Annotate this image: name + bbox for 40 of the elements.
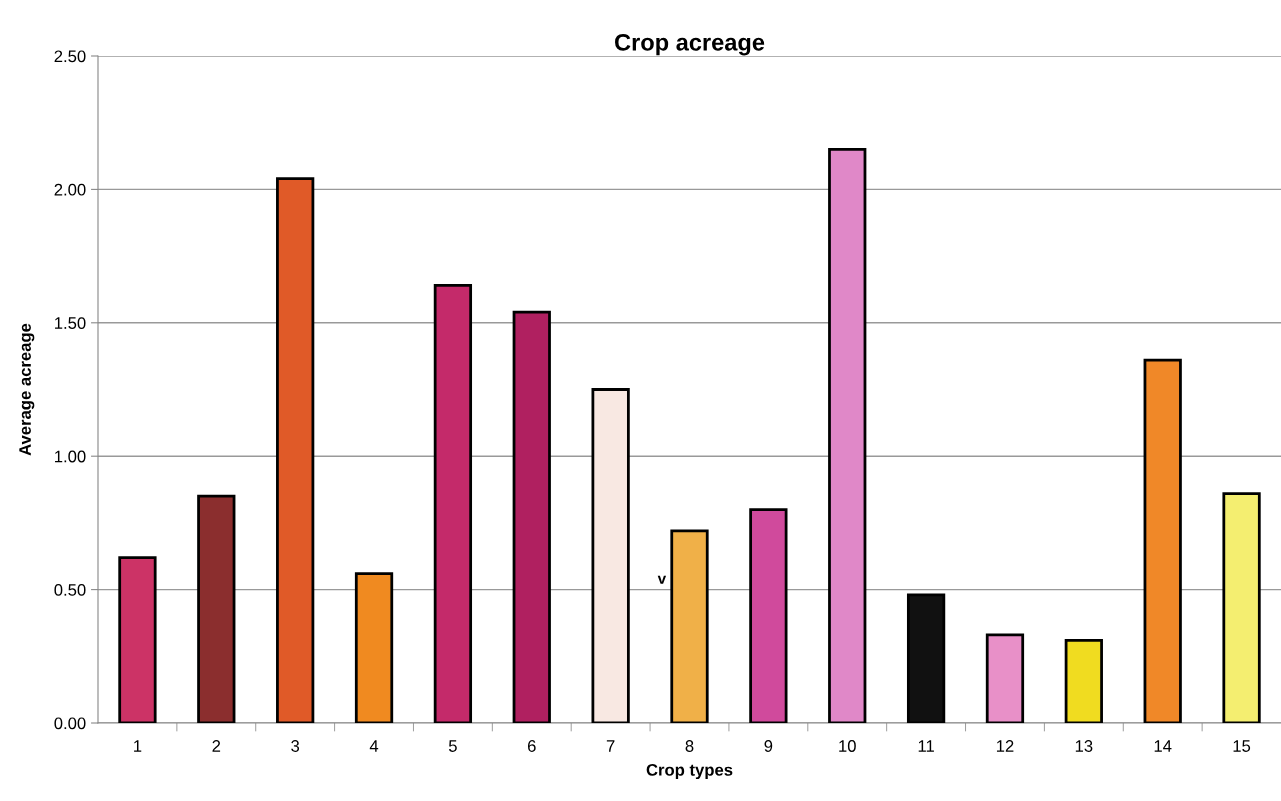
x-tick-label: 2 xyxy=(212,740,221,752)
bar xyxy=(985,633,1025,723)
x-tick-label: 14 xyxy=(1154,740,1172,752)
y-tick-label: 2.00 xyxy=(54,183,86,196)
y-tick-label: 1.50 xyxy=(55,317,86,329)
y-tick-label: 0.00 xyxy=(54,717,86,730)
y-tick-label: 0.50 xyxy=(54,584,86,596)
bar xyxy=(828,147,867,723)
x-tick-label: 5 xyxy=(448,740,457,752)
x-tick-label: 3 xyxy=(291,740,300,752)
x-tick-label: 7 xyxy=(606,740,615,752)
x-tick-label: 11 xyxy=(918,740,934,752)
chart-title: Crop acreage xyxy=(615,33,765,56)
bar xyxy=(1222,492,1261,723)
bar xyxy=(1143,358,1182,723)
bar xyxy=(749,508,788,723)
bar xyxy=(591,388,630,723)
bar xyxy=(118,556,157,723)
x-tick-label: 8 xyxy=(685,740,694,752)
bar xyxy=(354,572,394,723)
x-tick-label: 1 xyxy=(134,740,142,752)
y-tick-label: 2.50 xyxy=(54,50,86,63)
bar xyxy=(197,494,236,723)
y-tick-label: 1.00 xyxy=(55,450,86,463)
bar xyxy=(906,593,946,723)
bar xyxy=(670,529,709,723)
x-tick-label: 13 xyxy=(1075,740,1093,752)
bar xyxy=(276,177,315,723)
x-tick-label: 15 xyxy=(1233,740,1251,752)
x-tick-label: 9 xyxy=(764,740,773,752)
bar xyxy=(512,310,551,723)
x-tick-label: 12 xyxy=(996,740,1014,752)
x-tick-label: 4 xyxy=(369,740,379,752)
bar xyxy=(433,284,473,723)
annotation: v xyxy=(657,575,667,584)
x-tick-label: 6 xyxy=(527,740,536,752)
x-tick-label: 10 xyxy=(839,740,856,752)
y-axis-title: Average acreage xyxy=(19,323,35,456)
bar xyxy=(1064,638,1103,723)
x-axis-title: Crop types xyxy=(646,763,733,780)
